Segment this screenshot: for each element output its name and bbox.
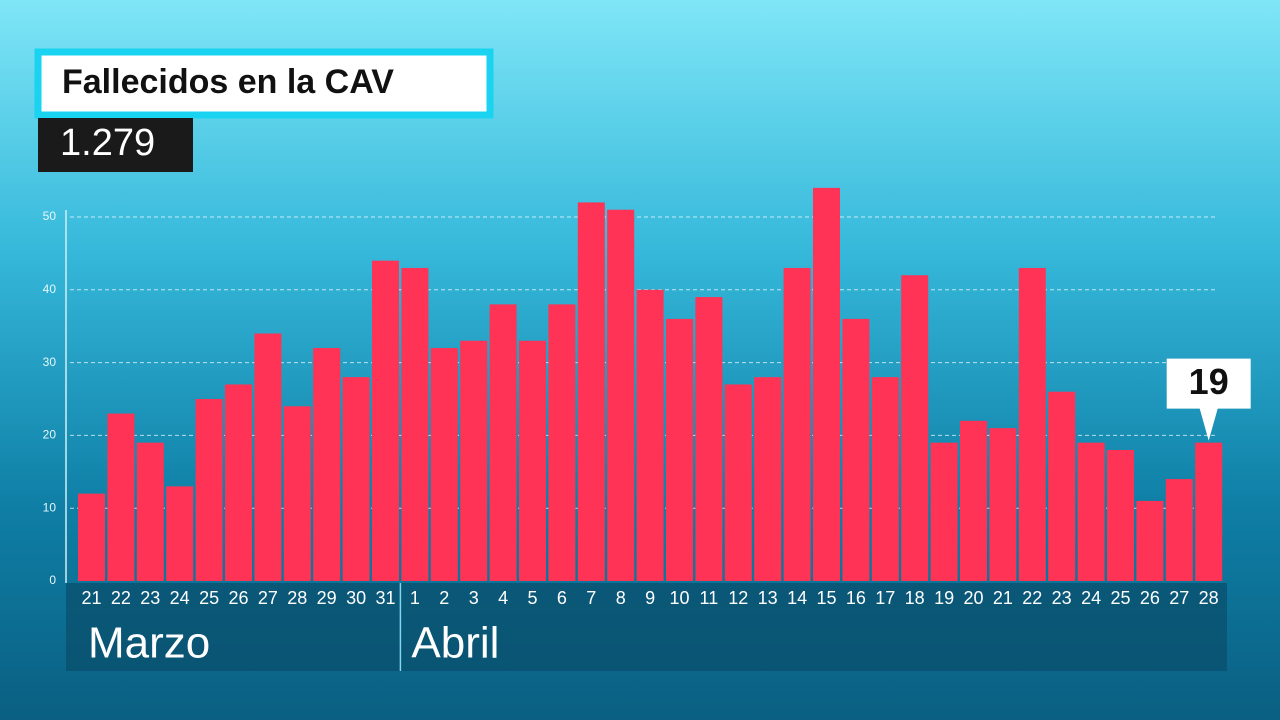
bar xyxy=(136,442,164,581)
bar xyxy=(489,304,517,581)
bar xyxy=(1048,391,1076,581)
bar xyxy=(754,377,782,581)
bar xyxy=(871,377,899,581)
x-tick-label: 1 xyxy=(410,588,420,608)
x-tick-label: 6 xyxy=(557,588,567,608)
bar xyxy=(636,289,664,581)
x-tick-label: 4 xyxy=(498,588,508,608)
bar xyxy=(1077,442,1105,581)
bar xyxy=(901,275,929,581)
x-tick-label: 19 xyxy=(934,588,954,608)
x-tick-label: 21 xyxy=(993,588,1013,608)
bar xyxy=(1165,479,1193,581)
bar xyxy=(107,413,135,581)
bar xyxy=(430,348,458,581)
bar xyxy=(401,267,429,581)
bar xyxy=(930,442,958,581)
x-tick-label: 24 xyxy=(1081,588,1101,608)
bar xyxy=(548,304,576,581)
bar xyxy=(195,399,223,581)
y-tick-label: 20 xyxy=(43,428,57,442)
bar xyxy=(519,340,546,581)
x-tick-label: 28 xyxy=(1199,588,1219,608)
callout-label: 19 xyxy=(1189,361,1229,402)
bar xyxy=(960,420,987,581)
y-tick-label: 40 xyxy=(43,282,57,296)
x-tick-label: 24 xyxy=(170,588,190,608)
x-tick-label: 8 xyxy=(616,588,626,608)
bar xyxy=(166,486,194,581)
bar xyxy=(783,267,811,581)
x-tick-label: 11 xyxy=(700,588,719,608)
bar xyxy=(460,340,488,581)
x-tick-label: 10 xyxy=(669,588,689,608)
x-tick-label: 18 xyxy=(905,588,925,608)
bar xyxy=(372,260,399,581)
x-tick-label: 9 xyxy=(645,588,655,608)
x-tick-label: 12 xyxy=(728,588,748,608)
bar xyxy=(313,348,341,581)
bar xyxy=(813,187,840,581)
y-tick-label: 50 xyxy=(43,209,57,223)
x-tick-label: 25 xyxy=(1110,588,1130,608)
bar xyxy=(342,377,370,581)
bar xyxy=(695,297,723,581)
chart-title: Fallecidos en la CAV xyxy=(62,63,394,101)
x-tick-label: 15 xyxy=(816,588,836,608)
bar xyxy=(1136,500,1164,581)
title-box xyxy=(34,48,494,119)
x-tick-label: 29 xyxy=(317,588,337,608)
x-tick-label: 16 xyxy=(846,588,866,608)
x-tick-label: 27 xyxy=(1169,588,1189,608)
x-tick-label: 30 xyxy=(346,588,366,608)
x-tick-label: 2 xyxy=(439,588,449,608)
total-box xyxy=(38,118,193,172)
x-tick-label: 25 xyxy=(199,588,219,608)
x-tick-label: 31 xyxy=(375,588,395,608)
x-tick-label: 22 xyxy=(1022,588,1042,608)
y-tick-label: 0 xyxy=(49,573,56,587)
x-tick-label: 20 xyxy=(963,588,983,608)
bar xyxy=(254,333,282,581)
bar xyxy=(666,318,693,581)
callout-box xyxy=(1166,358,1251,441)
x-tick-label: 23 xyxy=(1052,588,1072,608)
y-tick-label: 30 xyxy=(43,355,57,369)
x-tick-label: 26 xyxy=(228,588,248,608)
x-tick-label: 23 xyxy=(140,588,160,608)
y-tick-label: 10 xyxy=(43,500,57,514)
x-tick-label: 3 xyxy=(469,588,479,608)
bar xyxy=(989,428,1017,581)
bar xyxy=(1018,267,1046,581)
x-tick-label: 7 xyxy=(586,588,596,608)
x-tick-label: 14 xyxy=(787,588,807,608)
month-label: Abril xyxy=(411,619,499,668)
bar xyxy=(842,318,870,581)
x-tick-label: 22 xyxy=(111,588,131,608)
x-tick-label: 21 xyxy=(81,588,101,608)
bar xyxy=(283,406,311,581)
x-tick-label: 17 xyxy=(875,588,895,608)
x-tick-label: 28 xyxy=(287,588,307,608)
bar xyxy=(78,493,105,581)
bar xyxy=(1107,449,1134,581)
bar xyxy=(1195,442,1223,581)
bar xyxy=(225,384,252,581)
x-tick-label: 27 xyxy=(258,588,278,608)
bar xyxy=(724,384,752,581)
x-tick-label: 26 xyxy=(1140,588,1160,608)
total: 1.279 xyxy=(60,122,155,164)
month-label: Marzo xyxy=(88,619,210,668)
x-tick-label: 13 xyxy=(758,588,778,608)
bar xyxy=(607,209,635,581)
x-axis-strip xyxy=(66,583,1227,671)
bar xyxy=(577,202,605,581)
x-tick-label: 5 xyxy=(527,588,537,608)
